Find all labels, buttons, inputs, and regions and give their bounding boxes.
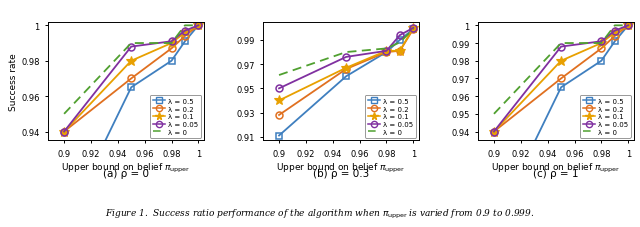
X-axis label: Upper bound on belief $\pi_{\rm upper}$: Upper bound on belief $\pi_{\rm upper}$ — [276, 161, 405, 174]
Legend: λ = 0.5, λ = 0.2, λ = 0.1, λ = 0.05, λ = 0: λ = 0.5, λ = 0.2, λ = 0.1, λ = 0.05, λ =… — [150, 96, 201, 138]
Text: (a) ρ = 0: (a) ρ = 0 — [103, 168, 149, 178]
X-axis label: Upper bound on belief $\pi_{\rm upper}$: Upper bound on belief $\pi_{\rm upper}$ — [61, 161, 191, 174]
Legend: λ = 0.5, λ = 0.2, λ = 0.1, λ = 0.05, λ = 0: λ = 0.5, λ = 0.2, λ = 0.1, λ = 0.05, λ =… — [580, 96, 631, 138]
X-axis label: Upper bound on belief $\pi_{\rm upper}$: Upper bound on belief $\pi_{\rm upper}$ — [491, 161, 620, 174]
Text: (c) ρ = 1: (c) ρ = 1 — [533, 168, 579, 178]
Y-axis label: Success rate: Success rate — [10, 53, 19, 111]
Text: Figure 1.  Success ratio performance of the algorithm when $\pi_{\rm upper}$ is : Figure 1. Success ratio performance of t… — [106, 207, 534, 220]
Legend: λ = 0.5, λ = 0.2, λ = 0.1, λ = 0.05, λ = 0: λ = 0.5, λ = 0.2, λ = 0.1, λ = 0.05, λ =… — [365, 96, 416, 138]
Text: (b) ρ = 0.3: (b) ρ = 0.3 — [313, 168, 369, 178]
